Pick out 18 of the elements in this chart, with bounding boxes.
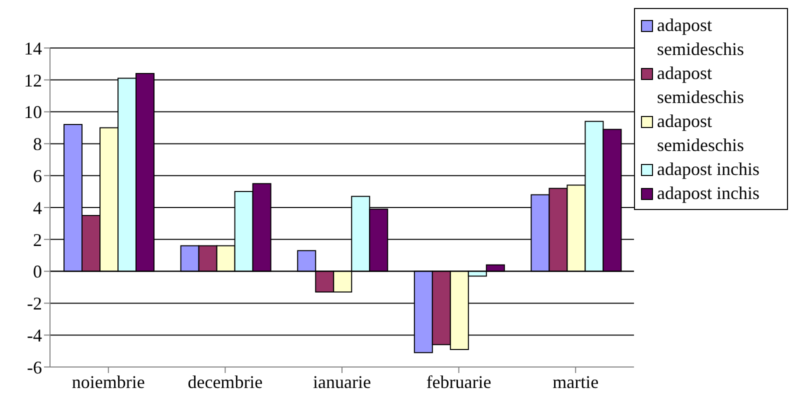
- y-tick-label: 0: [33, 262, 42, 282]
- y-tick-label: 2: [33, 230, 42, 250]
- y-tick-label: 4: [33, 198, 42, 218]
- y-tick-label: 8: [33, 134, 42, 154]
- y-tick-label: -4: [27, 325, 42, 346]
- x-tick-label: ianuarie: [313, 372, 371, 392]
- y-tick-label: 12: [24, 70, 42, 90]
- x-tick-label: februarie: [426, 372, 492, 392]
- y-tick-label: 10: [24, 102, 42, 122]
- x-tick-label: decembrie: [188, 372, 263, 392]
- y-tick-label: 6: [33, 166, 42, 186]
- y-tick-label: 14: [24, 38, 42, 58]
- y-tick-label: -6: [27, 357, 42, 378]
- x-tick-label: noiembrie: [72, 372, 145, 392]
- x-tick-label: martie: [552, 372, 599, 392]
- y-tick-label: -2: [27, 294, 42, 314]
- legend-label: adapost inchis: [657, 182, 760, 205]
- legend-label: adapost inchis: [657, 158, 760, 181]
